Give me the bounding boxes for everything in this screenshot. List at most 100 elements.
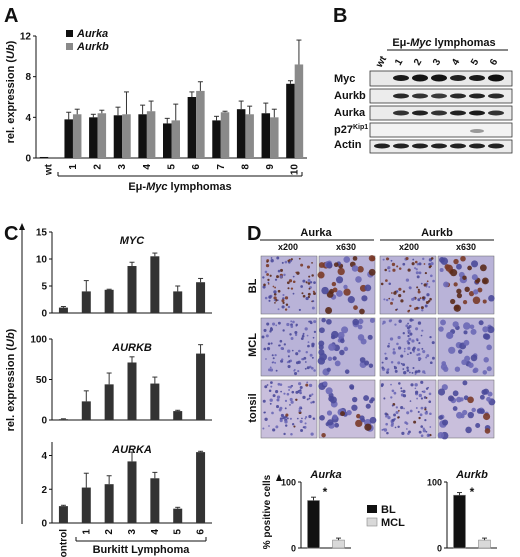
ihc-cell xyxy=(341,326,349,334)
ihc-cell xyxy=(283,432,286,436)
ihc-cell xyxy=(311,306,315,310)
ihc-cell xyxy=(282,416,286,420)
ihc-cell xyxy=(270,257,273,259)
ihc-cell xyxy=(271,354,274,357)
ihc-cell xyxy=(465,426,472,434)
ihc-cell xyxy=(298,382,302,386)
ihc-tile-tonsil-aurka-x630 xyxy=(318,379,377,439)
ihc-cell xyxy=(467,396,474,404)
ihc-cell xyxy=(419,413,423,417)
ihc-cell xyxy=(487,326,495,334)
ihc-cell xyxy=(312,400,315,404)
legend-label-mcl: MCL xyxy=(381,517,405,529)
ihc-cell xyxy=(306,366,310,370)
ihc-cell xyxy=(463,330,468,335)
ihc-cell xyxy=(317,271,325,279)
ihc-cell xyxy=(352,318,359,326)
ihc-cell xyxy=(468,362,474,368)
ihc-cell xyxy=(415,407,418,409)
ihc-cell xyxy=(385,415,388,418)
ihc-cell xyxy=(395,290,399,293)
ihc-cell xyxy=(407,334,410,338)
ihc-cell xyxy=(264,270,268,274)
bar-aurka-3 xyxy=(113,115,123,158)
ihc-cell xyxy=(420,334,423,337)
ihc-cell xyxy=(391,418,395,422)
ihc-cell xyxy=(388,270,391,273)
y-tick-label: 5 xyxy=(41,282,47,293)
bar-myc-2 xyxy=(104,289,114,313)
panel-b-blots xyxy=(369,70,513,154)
legend-label-bl: BL xyxy=(381,504,396,516)
panel-a-letter: A xyxy=(4,5,18,27)
ihc-cell xyxy=(334,422,340,428)
x-tick-label-10: 10 xyxy=(290,164,301,176)
ihc-cell xyxy=(454,366,461,372)
ihc-cell xyxy=(326,318,332,325)
ihc-cell xyxy=(400,299,404,303)
ihc-cell xyxy=(274,278,278,281)
ihc-cell xyxy=(403,347,406,350)
ihc-cell xyxy=(383,397,386,400)
ihc-cell xyxy=(359,357,366,363)
panel-b-header: Eμ-Myc lymphomas xyxy=(392,37,495,49)
ihc-cell xyxy=(385,257,389,261)
bar-aurkb-wt xyxy=(48,156,57,158)
ihc-cell xyxy=(297,370,300,373)
y-tick-label: 4 xyxy=(41,451,47,462)
lane-label-1: 1 xyxy=(393,57,406,68)
ihc-cell xyxy=(304,327,308,331)
bar-aurka-5 xyxy=(173,508,183,523)
bar-aurkb-3 xyxy=(122,114,131,158)
ihc-cell xyxy=(420,306,424,310)
ihc-cell xyxy=(264,385,268,389)
ihc-cell xyxy=(306,265,311,269)
ihc-cell xyxy=(453,258,459,265)
ihc-cell xyxy=(397,425,400,429)
ihc-cell xyxy=(424,419,427,422)
ihc-cell xyxy=(283,273,286,277)
x-tick-label-6: 6 xyxy=(191,164,202,170)
ihc-cell xyxy=(266,384,269,386)
lane-label-3: 3 xyxy=(431,57,444,68)
ihc-cell xyxy=(452,406,458,411)
ihc-cell xyxy=(262,285,266,289)
ihc-cell xyxy=(397,409,400,412)
y-tick-label: 8 xyxy=(25,72,31,83)
ihc-cell xyxy=(313,320,317,324)
bar-aurkb-6 xyxy=(196,90,205,158)
ihc-cell xyxy=(385,298,389,302)
ihc-cell xyxy=(382,323,384,325)
ihc-tile-bl-aurka-x200 xyxy=(260,255,318,315)
x-tick-label-1: 1 xyxy=(68,164,79,170)
ihc-cell xyxy=(311,393,314,396)
ihc-cell xyxy=(311,274,314,277)
blot-aurkb xyxy=(369,88,513,104)
ihc-background xyxy=(260,379,318,439)
ihc-cell xyxy=(351,404,358,411)
ihc-cell xyxy=(359,308,365,315)
ihc-cell xyxy=(268,425,270,427)
ihc-cell xyxy=(300,337,304,340)
ihc-cell xyxy=(271,411,274,415)
ihc-cell xyxy=(422,370,426,374)
ihc-cell xyxy=(304,417,307,420)
ihc-cell xyxy=(418,271,421,275)
ihc-cell xyxy=(292,280,296,284)
ihc-cell xyxy=(304,361,307,363)
ihc-cell xyxy=(416,397,419,400)
ihc-cell xyxy=(347,296,355,304)
ihc-cell xyxy=(295,271,298,274)
ihc-cell xyxy=(391,262,396,267)
ihc-cell xyxy=(421,347,424,350)
ihc-cell xyxy=(449,269,458,277)
ihc-cell xyxy=(406,326,410,330)
ihc-cell xyxy=(277,269,281,273)
ihc-cell xyxy=(288,360,291,363)
ihc-cell xyxy=(302,395,306,400)
ihc-cell xyxy=(276,256,280,260)
legend-swatch-mcl xyxy=(366,517,378,527)
ihc-cell xyxy=(429,412,432,416)
ihc-cell xyxy=(343,284,348,290)
